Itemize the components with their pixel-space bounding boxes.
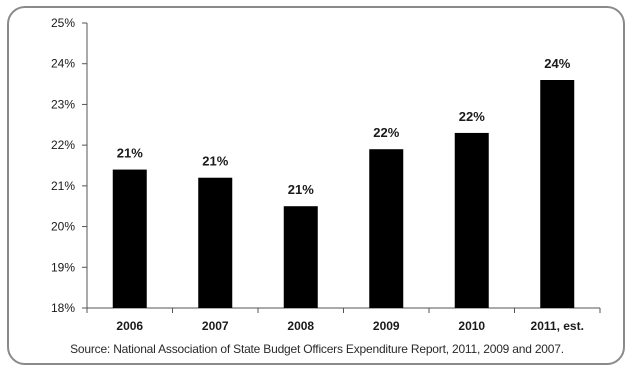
bar (369, 149, 404, 308)
y-tick-label: 21% (51, 179, 75, 193)
x-tick-label: 2007 (202, 319, 229, 333)
x-tick-label: 2010 (458, 319, 485, 333)
x-axis: 2006 2007 2008 2009 2010 2011, est. (86, 307, 601, 333)
data-label: 24% (544, 56, 570, 71)
data-label: 21% (288, 182, 314, 197)
data-label: 22% (459, 109, 485, 124)
y-tick-label: 20% (51, 220, 75, 234)
bar (198, 177, 233, 308)
x-tick-label: 2009 (373, 319, 400, 333)
data-labels: 21% 21% 21% 22% 22% 24% (117, 56, 571, 197)
y-tick-label: 24% (51, 57, 75, 71)
x-tick-label: 2011, est. (531, 319, 584, 333)
source-note: Source: National Association of State Bu… (70, 342, 564, 356)
x-tick-label: 2008 (287, 319, 314, 333)
y-axis: 18% 19% 20% 21% 22% 23% 24% 25% (51, 16, 88, 315)
y-tick-label: 25% (51, 16, 75, 30)
data-label: 21% (202, 154, 228, 169)
bar (540, 80, 575, 308)
data-label: 21% (117, 146, 143, 161)
x-tick-label: 2006 (116, 319, 143, 333)
data-label: 22% (373, 125, 399, 140)
bar (454, 132, 489, 308)
bar (112, 169, 147, 308)
y-tick-label: 18% (51, 301, 75, 315)
y-tick-label: 22% (51, 138, 75, 152)
y-tick-label: 19% (51, 260, 75, 274)
y-tick-label: 23% (51, 97, 75, 111)
bars (112, 80, 575, 308)
bar (283, 206, 318, 308)
